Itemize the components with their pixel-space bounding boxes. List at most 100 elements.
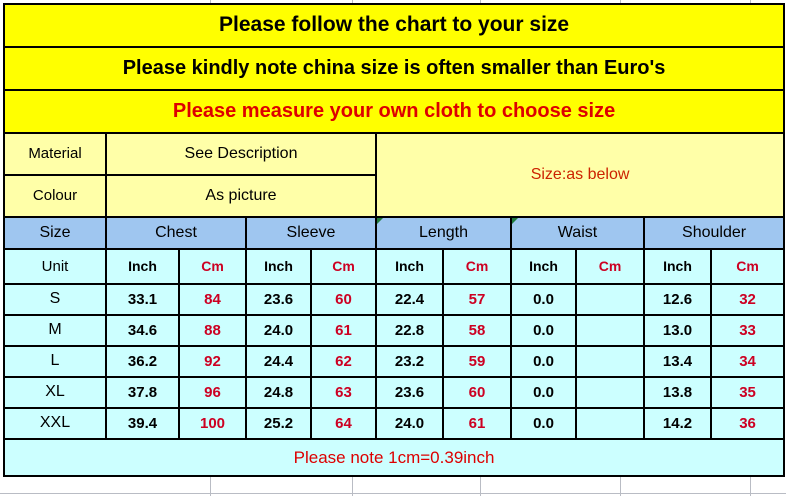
colour-row: Colour As picture xyxy=(3,174,784,218)
cell-shoulder-cm: 36 xyxy=(709,407,786,440)
cell-size: S xyxy=(3,283,107,316)
colour-label: Colour xyxy=(3,174,107,218)
cell-shoulder-cm: 35 xyxy=(709,376,786,409)
cell-shoulder-cm: 34 xyxy=(709,345,786,378)
cell-chest-inch: 36.2 xyxy=(105,345,180,378)
cell-chest-cm: 88 xyxy=(178,314,247,347)
cell-sleeve-inch: 25.2 xyxy=(245,407,312,440)
cell-waist-inch: 0.0 xyxy=(510,314,577,347)
unit-label: Unit xyxy=(3,248,107,285)
banner-row: Please follow the chart to your size xyxy=(2,3,786,48)
cell-shoulder-cm: 32 xyxy=(709,283,786,316)
cell-size: XXL xyxy=(3,407,107,440)
column-header-length: Length xyxy=(375,216,512,250)
cell-length-cm: 58 xyxy=(442,314,512,347)
cell-length-inch: 23.2 xyxy=(375,345,444,378)
cell-length-cm: 59 xyxy=(442,345,512,378)
table-row: L 36.2 92 24.4 62 23.2 59 0.0 13.4 34 xyxy=(3,345,786,378)
cell-waist-cm xyxy=(575,376,645,409)
banner-text-1: Please follow the chart to your size xyxy=(2,3,786,48)
cell-length-inch: 24.0 xyxy=(375,407,444,440)
cell-sleeve-cm: 62 xyxy=(310,345,377,378)
cell-waist-cm xyxy=(575,407,645,440)
unit-sleeve-inch: Inch xyxy=(245,248,312,285)
column-header-size: Size xyxy=(3,216,107,250)
cell-length-cm: 61 xyxy=(442,407,512,440)
cell-sleeve-inch: 24.0 xyxy=(245,314,312,347)
unit-chest-cm: Cm xyxy=(178,248,247,285)
cell-length-cm: 60 xyxy=(442,376,512,409)
unit-length-cm: Cm xyxy=(442,248,512,285)
cell-length-inch: 22.8 xyxy=(375,314,444,347)
column-header-length-label: Length xyxy=(419,223,468,241)
cell-waist-inch: 0.0 xyxy=(510,407,577,440)
cell-size: L xyxy=(3,345,107,378)
cell-shoulder-inch: 13.8 xyxy=(643,376,712,409)
table-row: XL 37.8 96 24.8 63 23.6 60 0.0 13.8 35 xyxy=(3,376,786,409)
cell-sleeve-cm: 61 xyxy=(310,314,377,347)
green-comment-triangle-icon xyxy=(377,218,383,224)
cell-length-cm: 57 xyxy=(442,283,512,316)
cell-chest-cm: 96 xyxy=(178,376,247,409)
cell-chest-cm: 92 xyxy=(178,345,247,378)
cell-shoulder-inch: 14.2 xyxy=(643,407,712,440)
material-row: Material See Description Size:as below xyxy=(3,132,786,218)
cell-shoulder-inch: 12.6 xyxy=(643,283,712,316)
sheet-gridline xyxy=(0,493,786,494)
unit-chest-inch: Inch xyxy=(105,248,180,285)
cell-sleeve-cm: 60 xyxy=(310,283,377,316)
cell-sleeve-inch: 24.4 xyxy=(245,345,312,378)
table-row: M 34.6 88 24.0 61 22.8 58 0.0 13.0 33 xyxy=(3,314,786,347)
table-row: S 33.1 84 23.6 60 22.4 57 0.0 12.6 32 xyxy=(3,283,786,316)
cell-size: M xyxy=(3,314,107,347)
cell-size: XL xyxy=(3,376,107,409)
unit-waist-cm: Cm xyxy=(575,248,645,285)
cell-chest-inch: 37.8 xyxy=(105,376,180,409)
unit-length-inch: Inch xyxy=(375,248,444,285)
cell-waist-cm xyxy=(575,283,645,316)
cell-chest-inch: 33.1 xyxy=(105,283,180,316)
footer-row: Please note 1cm=0.39inch xyxy=(2,438,786,477)
cell-length-inch: 23.6 xyxy=(375,376,444,409)
cell-sleeve-cm: 63 xyxy=(310,376,377,409)
cell-chest-cm: 100 xyxy=(178,407,247,440)
cell-shoulder-inch: 13.0 xyxy=(643,314,712,347)
cell-waist-inch: 0.0 xyxy=(510,376,577,409)
cell-chest-inch: 39.4 xyxy=(105,407,180,440)
banner-text-2: Please kindly note china size is often s… xyxy=(2,46,786,91)
green-comment-triangle-icon xyxy=(512,218,518,224)
colour-value: As picture xyxy=(105,174,377,218)
material-value: See Description xyxy=(105,132,377,176)
cell-sleeve-inch: 23.6 xyxy=(245,283,312,316)
banner-text-3: Please measure your own cloth to choose … xyxy=(2,89,786,134)
cell-chest-cm: 84 xyxy=(178,283,247,316)
cell-shoulder-cm: 33 xyxy=(709,314,786,347)
unit-shoulder-cm: Cm xyxy=(709,248,786,285)
unit-waist-inch: Inch xyxy=(510,248,577,285)
size-chart-table: Please follow the chart to your size Ple… xyxy=(2,3,786,477)
banner-row: Please kindly note china size is often s… xyxy=(2,46,786,91)
column-header-waist: Waist xyxy=(510,216,645,250)
cell-length-inch: 22.4 xyxy=(375,283,444,316)
cell-waist-cm xyxy=(575,314,645,347)
cell-chest-inch: 34.6 xyxy=(105,314,180,347)
cell-sleeve-inch: 24.8 xyxy=(245,376,312,409)
column-header-shoulder: Shoulder xyxy=(642,216,786,250)
unit-shoulder-inch: Inch xyxy=(643,248,712,285)
cell-waist-cm xyxy=(575,345,645,378)
column-header-sleeve: Sleeve xyxy=(245,216,377,250)
banner-row: Please measure your own cloth to choose … xyxy=(2,89,786,134)
unit-row: Unit Inch Cm Inch Cm Inch Cm Inch Cm Inc… xyxy=(3,248,786,285)
size-note: Size:as below xyxy=(374,132,786,218)
unit-sleeve-cm: Cm xyxy=(310,248,377,285)
material-label: Material xyxy=(3,132,107,176)
table-row: XXL 39.4 100 25.2 64 24.0 61 0.0 14.2 36 xyxy=(3,407,786,440)
cell-sleeve-cm: 64 xyxy=(310,407,377,440)
cell-waist-inch: 0.0 xyxy=(510,345,577,378)
conversion-note: Please note 1cm=0.39inch xyxy=(2,438,786,477)
column-header-row: Size Chest Sleeve Length Waist Shoulder xyxy=(3,216,786,250)
cell-shoulder-inch: 13.4 xyxy=(643,345,712,378)
column-header-chest: Chest xyxy=(105,216,247,250)
column-header-waist-label: Waist xyxy=(557,223,598,241)
